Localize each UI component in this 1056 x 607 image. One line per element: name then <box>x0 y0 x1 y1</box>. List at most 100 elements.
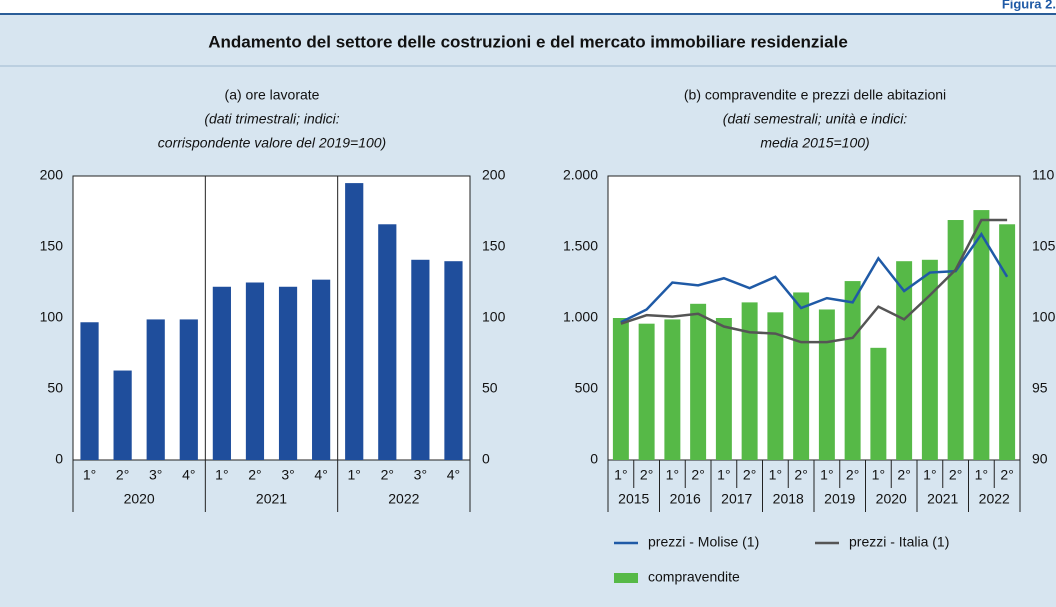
y2-tick-label: 0 <box>482 451 490 467</box>
x-tick-label: 2° <box>897 467 910 483</box>
y-tick-label: 50 <box>47 380 63 396</box>
group-label: 2022 <box>979 491 1010 507</box>
panel-title: (a) ore lavorate <box>225 87 320 103</box>
bar <box>245 282 265 460</box>
bar <box>113 370 132 460</box>
bar <box>444 261 463 460</box>
x-tick-label: 1° <box>872 467 885 483</box>
line <box>620 218 1008 344</box>
bar <box>411 259 430 460</box>
bar <box>870 347 887 460</box>
x-tick-label: 3° <box>414 467 427 483</box>
y-tick-label: 0 <box>55 451 63 467</box>
bar <box>312 279 331 460</box>
panel-subtitle: (dati semestrali; unità e indici: <box>723 111 908 127</box>
panel-subtitle: (dati trimestrali; indici: <box>204 111 339 127</box>
group-label: 2021 <box>256 491 287 507</box>
plot-area <box>72 175 471 461</box>
x-tick-label: 4° <box>447 467 460 483</box>
group-label: 2015 <box>618 491 649 507</box>
bar <box>378 224 397 460</box>
panel-title: (b) compravendite e prezzi delle abitazi… <box>684 87 946 103</box>
bar <box>844 281 861 460</box>
y-tick-label: 1.500 <box>563 238 598 254</box>
x-tick-label: 2° <box>691 467 704 483</box>
bar <box>278 286 298 460</box>
panel-subtitle: corrispondente valore del 2019=100) <box>158 135 386 151</box>
y-tick-label: 150 <box>40 238 64 254</box>
bar <box>793 292 810 460</box>
legend-swatch <box>614 573 638 583</box>
bar <box>664 319 681 460</box>
x-tick-label: 1° <box>215 467 228 483</box>
x-tick-label: 1° <box>769 467 782 483</box>
bar <box>690 303 707 460</box>
group-label: 2016 <box>670 491 701 507</box>
y2-tick-label: 100 <box>482 309 506 325</box>
bar <box>767 312 784 460</box>
x-tick-label: 3° <box>149 467 162 483</box>
x-tick-label: 1° <box>975 467 988 483</box>
group-label: 2018 <box>773 491 804 507</box>
group-label: 2022 <box>388 491 419 507</box>
y-tick-label: 0 <box>590 451 598 467</box>
x-tick-label: 1° <box>666 467 679 483</box>
bar <box>345 183 364 460</box>
group-label: 2020 <box>876 491 907 507</box>
x-tick-label: 4° <box>182 467 195 483</box>
x-tick-label: 2° <box>116 467 129 483</box>
bar <box>612 318 629 460</box>
x-tick-label: 2° <box>846 467 859 483</box>
panel-subtitle: media 2015=100) <box>760 135 869 151</box>
y2-tick-label: 50 <box>482 380 498 396</box>
bar <box>896 261 913 460</box>
y-tick-label: 200 <box>40 167 64 183</box>
line <box>620 231 1009 324</box>
bar <box>818 309 835 460</box>
group-label: 2021 <box>927 491 958 507</box>
bar <box>715 318 732 460</box>
x-tick-label: 2° <box>743 467 756 483</box>
y2-tick-label: 150 <box>482 238 506 254</box>
bar <box>146 319 165 460</box>
y2-tick-label: 110 <box>1032 167 1055 183</box>
y-tick-label: 100 <box>40 309 64 325</box>
x-tick-label: 1° <box>717 467 730 483</box>
bar <box>212 286 231 460</box>
x-tick-label: 1° <box>83 467 96 483</box>
x-tick-label: 2° <box>248 467 261 483</box>
y2-tick-label: 90 <box>1032 451 1048 467</box>
group-label: 2019 <box>824 491 855 507</box>
x-tick-label: 2° <box>1000 467 1013 483</box>
bar <box>741 302 758 460</box>
figure-label: Figura 2. <box>1002 0 1056 11</box>
bar <box>80 322 99 460</box>
bar <box>973 210 990 460</box>
x-tick-label: 2° <box>381 467 394 483</box>
bar <box>179 319 198 460</box>
y-tick-label: 1.000 <box>563 309 598 325</box>
x-tick-label: 1° <box>820 467 833 483</box>
x-tick-label: 1° <box>614 467 627 483</box>
figure-title: Andamento del settore delle costruzioni … <box>208 32 848 51</box>
x-tick-label: 4° <box>314 467 327 483</box>
legend-label: prezzi - Italia (1) <box>849 534 949 550</box>
group-label: 2020 <box>124 491 155 507</box>
x-tick-label: 1° <box>348 467 361 483</box>
y2-tick-label: 105 <box>1032 238 1056 254</box>
group-label: 2017 <box>721 491 752 507</box>
bar <box>921 259 938 460</box>
y2-tick-label: 95 <box>1032 380 1048 396</box>
x-tick-label: 2° <box>640 467 653 483</box>
y2-tick-label: 100 <box>1032 309 1056 325</box>
x-tick-label: 3° <box>281 467 294 483</box>
y-tick-label: 2.000 <box>563 167 598 183</box>
x-tick-label: 1° <box>923 467 936 483</box>
bar <box>638 323 655 460</box>
legend-label: prezzi - Molise (1) <box>648 534 759 550</box>
y-tick-label: 500 <box>575 380 599 396</box>
x-tick-label: 2° <box>949 467 962 483</box>
x-tick-label: 2° <box>794 467 807 483</box>
bar <box>947 220 964 460</box>
